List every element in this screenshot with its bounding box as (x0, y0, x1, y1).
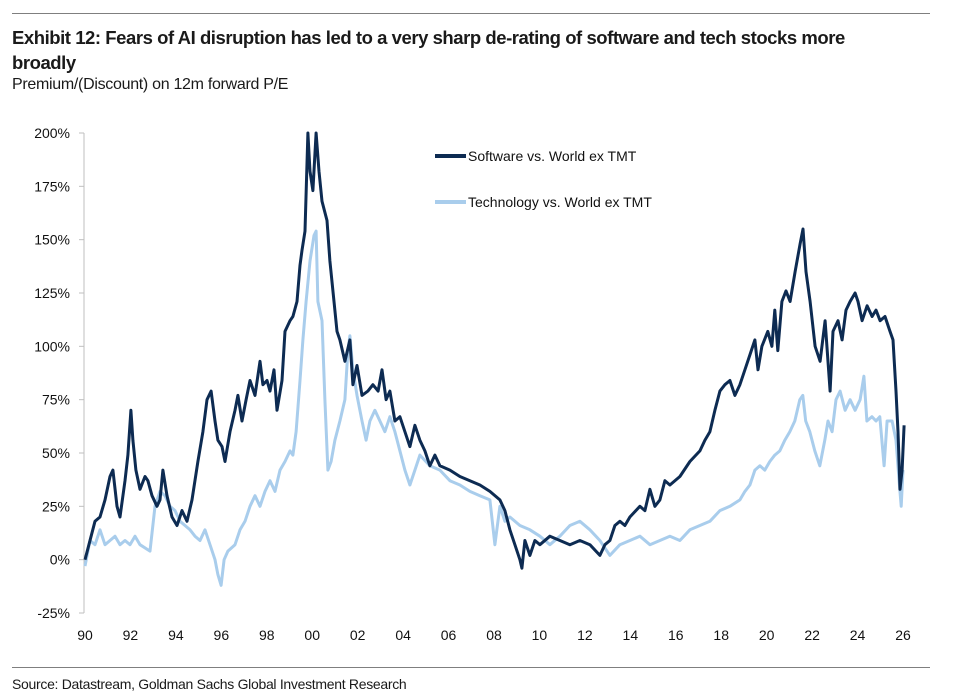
legend: Software vs. World ex TMT Technology vs.… (435, 148, 652, 210)
bottom-rule (12, 667, 930, 668)
x-tick-label: 98 (259, 627, 275, 643)
y-tick-label: 150% (34, 232, 70, 248)
x-tick-label: 24 (850, 627, 866, 643)
x-tick-label: 94 (168, 627, 184, 643)
series-line-software (83, 131, 906, 570)
x-tick-label: 22 (804, 627, 820, 643)
legend-label-technology: Technology vs. World ex TMT (468, 194, 652, 210)
y-tick-label: 125% (34, 285, 70, 301)
y-tick-label: 50% (42, 445, 70, 461)
x-tick-label: 96 (214, 627, 230, 643)
y-tick-label: 25% (42, 498, 70, 514)
chart-title: Exhibit 12: Fears of AI disruption has l… (12, 27, 845, 73)
x-tick-label: 08 (486, 627, 502, 643)
x-tick-label: 16 (668, 627, 684, 643)
x-tick-label: 06 (441, 627, 457, 643)
y-tick-label: 0% (50, 552, 70, 568)
y-tick-label: -25% (37, 605, 70, 621)
legend-label-software: Software vs. World ex TMT (468, 148, 637, 164)
source-note: Source: Datastream, Goldman Sachs Global… (12, 676, 407, 692)
x-tick-label: 90 (77, 627, 93, 643)
x-tick-label: 18 (713, 627, 729, 643)
x-tick-label: 92 (123, 627, 139, 643)
series-lines (83, 131, 906, 587)
x-tick-label: 04 (395, 627, 411, 643)
y-tick-label: 100% (34, 338, 70, 354)
y-tick-label: 200% (34, 125, 70, 141)
y-tick-label: 75% (42, 392, 70, 408)
top-rule (12, 13, 930, 14)
x-tick-label: 14 (623, 627, 639, 643)
x-tick-label: 00 (304, 627, 320, 643)
chart-subtitle: Premium/(Discount) on 12m forward P/E (12, 76, 289, 93)
x-tick-label: 12 (577, 627, 593, 643)
y-tick-label: 175% (34, 178, 70, 194)
x-tick-label: 20 (759, 627, 775, 643)
x-tick-label: 02 (350, 627, 366, 643)
x-tick-label: 10 (532, 627, 548, 643)
axes: -25% 0% 25% 50% 75% 100% 125% 150% 175% 200% 90 92 9… (34, 125, 911, 643)
x-tick-label: 26 (895, 627, 911, 643)
series-line-technology (83, 229, 905, 587)
